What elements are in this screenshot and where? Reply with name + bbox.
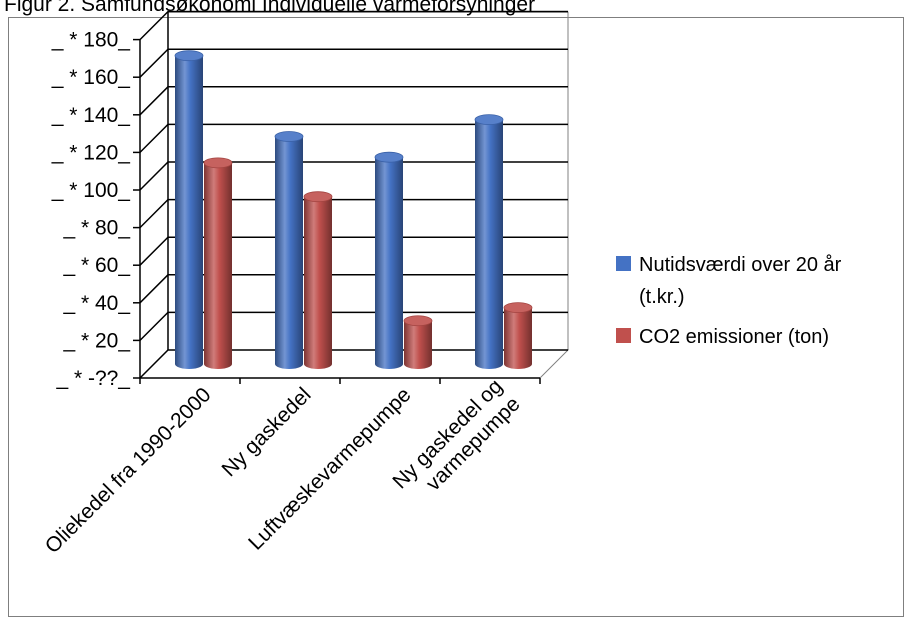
bar-body (204, 162, 232, 369)
legend-label: Nutidsværdi over 20 år (639, 254, 842, 276)
gridline (139, 86, 568, 116)
bar (474, 114, 504, 369)
y-tick-label: _ * 140_ (51, 104, 131, 127)
bar-top (403, 315, 433, 327)
bar (203, 157, 233, 369)
y-tick-label: _ * 120_ (51, 141, 131, 164)
bar (374, 151, 404, 369)
bar-body (175, 55, 203, 370)
legend-item: CO2 emissioner (ton) (616, 326, 829, 348)
y-tick-label: _ * 40_ (62, 292, 130, 315)
gridline (139, 48, 568, 78)
y-tick-label: _ * 160_ (51, 66, 131, 89)
bar-chart: _ * -??_ _ * 20_ _ * 40_ _ * 60_ _ * 80_ _ * … (41, 10, 842, 558)
legend-item: Nutidsværdi over 20 år (t.kr.) (616, 254, 842, 308)
x-category-label: Luftvæskevarmepumpe (244, 383, 415, 554)
bar-body (404, 320, 432, 369)
axes (133, 11, 541, 384)
bar-body (504, 307, 532, 369)
gridline (139, 123, 568, 153)
legend-swatch (616, 256, 631, 271)
legend: Nutidsværdi over 20 år (t.kr.) CO2 emissio… (616, 254, 842, 348)
bar-body (475, 119, 503, 369)
y-tick-label: _ * 80_ (62, 217, 130, 240)
x-category-label-line: Ny gaskedel (218, 383, 316, 481)
bar-top (503, 302, 533, 314)
y-tick-label: _ * 100_ (51, 179, 131, 202)
bar (503, 302, 533, 369)
bar-body (275, 136, 303, 369)
x-category-label: Oliekedel fra 1990-2000 (41, 383, 216, 558)
bar (303, 191, 333, 369)
y-tick-label: _ * 180_ (51, 29, 131, 52)
bar-top (274, 131, 304, 142)
bar-body (375, 157, 403, 369)
legend-label: (t.kr.) (639, 286, 685, 308)
x-category-labels: Oliekedel fra 1990-2000 Ny gaskedelLuftvæ… (41, 375, 525, 558)
bar-body (304, 196, 332, 369)
bars (174, 50, 533, 370)
y-tick-labels: _ * -??_ _ * 20_ _ * 40_ _ * 60_ _ * 80_ _ * … (51, 29, 131, 390)
bar (403, 315, 433, 369)
bar-top (174, 50, 204, 62)
bar-top (474, 114, 504, 125)
y-tick-label: _ * 60_ (62, 254, 130, 277)
gridline (139, 10, 568, 41)
y-tick-label: _ * -??_ (55, 367, 130, 390)
bar-top (374, 151, 404, 163)
x-category-label: Ny gaskedel (218, 383, 316, 481)
legend-label: CO2 emissioner (ton) (639, 326, 829, 348)
bar (274, 131, 304, 369)
x-category-label-line: Oliekedel fra 1990-2000 (41, 383, 216, 558)
bar (174, 50, 204, 370)
x-category-label-line: Luftvæskevarmepumpe (244, 383, 415, 554)
legend-swatch (616, 328, 631, 343)
bar-top (303, 191, 333, 203)
y-tick-label: _ * 20_ (62, 329, 130, 352)
bar-top (203, 157, 233, 169)
